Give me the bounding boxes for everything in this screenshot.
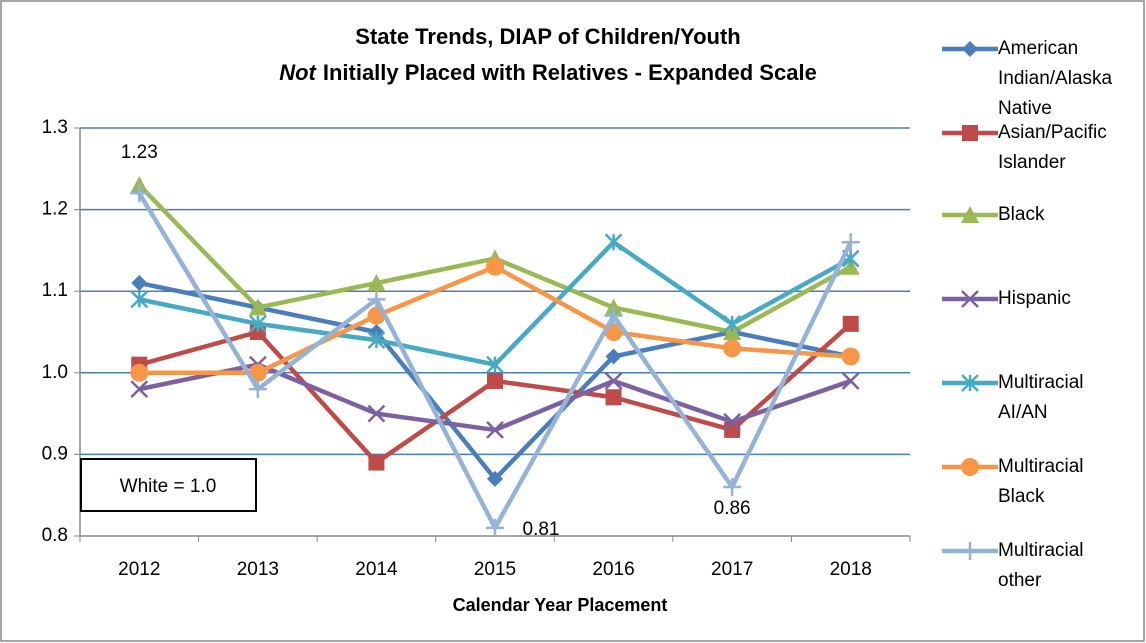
legend-entry: Multiracial Black: [942, 452, 1116, 512]
marker: [841, 233, 860, 252]
legend-swatch: [942, 290, 998, 308]
legend-swatch: [942, 542, 998, 560]
marker: [130, 184, 149, 203]
marker: [486, 257, 504, 276]
marker: [367, 404, 386, 423]
marker: [367, 331, 386, 350]
legend-entry: Multiracial other: [942, 536, 1116, 596]
marker: [604, 372, 623, 390]
annotation: White = 1.0: [120, 476, 217, 497]
legend-label: Black: [998, 204, 1045, 225]
marker: [248, 380, 267, 399]
y-tick-label: 1.2: [42, 199, 68, 220]
data-label: 0.86: [714, 498, 751, 519]
legend-label: Multiracial other: [998, 540, 1084, 591]
marker: [604, 233, 623, 252]
y-tick-label: 1.1: [42, 280, 68, 301]
x-tick-label: 2018: [830, 559, 872, 580]
marker: [368, 454, 385, 471]
legend-swatch: [942, 458, 998, 476]
y-tick-label: 1.0: [42, 362, 68, 383]
legend-entry: Black: [942, 200, 1116, 230]
marker: [131, 275, 148, 292]
marker: [962, 41, 978, 57]
x-tick-label: 2016: [592, 559, 634, 580]
legend-swatch: [942, 41, 998, 57]
data-label: 1.23: [121, 142, 158, 163]
marker: [605, 389, 622, 406]
marker: [961, 374, 979, 392]
marker: [723, 339, 742, 358]
legend-entry: Multiracial AI/AN: [942, 368, 1116, 428]
marker: [961, 206, 979, 223]
marker: [486, 518, 504, 537]
marker: [248, 298, 267, 316]
marker: [723, 314, 742, 333]
marker: [961, 542, 979, 560]
legend-swatch: [942, 374, 998, 392]
y-tick-label: 0.9: [42, 443, 68, 464]
annotation-box: [80, 458, 257, 512]
x-tick-label: 2012: [118, 559, 160, 580]
x-axis-label: Calendar Year Placement: [453, 595, 668, 615]
legend-label: Multiracial AI/AN: [998, 372, 1084, 423]
marker: [961, 458, 979, 476]
marker: [486, 421, 504, 439]
chart-title: State Trends, DIAP of Children/Youth: [355, 24, 740, 49]
marker: [487, 470, 503, 487]
marker: [487, 372, 503, 389]
y-tick-label: 0.8: [42, 525, 68, 546]
legend-swatch: [942, 206, 998, 223]
marker: [367, 290, 386, 309]
marker: [248, 314, 267, 333]
x-tick-label: 2017: [711, 559, 753, 580]
legend-label: American Indian/Alaska Native: [998, 38, 1113, 119]
marker: [724, 421, 741, 438]
subtitle-emphasis: Not: [279, 60, 317, 85]
marker: [962, 125, 978, 141]
y-tick-label: 1.3: [42, 117, 68, 138]
data-label: 0.81: [523, 519, 560, 540]
chart-subtitle: Not Initially Placed with Relatives - Exp…: [279, 60, 817, 85]
plot-area: [74, 127, 911, 542]
legend-entry: Hispanic: [942, 284, 1116, 314]
legend-label: Asian/Pacific Islander: [998, 122, 1107, 173]
x-tick-label: 2013: [237, 559, 279, 580]
marker: [961, 290, 979, 308]
marker: [842, 315, 859, 332]
marker: [723, 478, 742, 497]
marker: [605, 348, 622, 365]
legend-entry: American Indian/Alaska Native: [942, 34, 1116, 124]
marker: [130, 380, 149, 399]
legend-label: Hispanic: [998, 288, 1071, 309]
x-tick-label: 2014: [355, 559, 398, 580]
marker: [841, 347, 860, 366]
x-tick-label: 2015: [474, 559, 516, 580]
marker: [841, 372, 860, 390]
marker: [130, 363, 149, 382]
marker: [248, 363, 267, 382]
marker: [604, 306, 623, 325]
legend-entry: Asian/Pacific Islander: [942, 118, 1116, 178]
marker: [486, 355, 504, 374]
marker: [367, 274, 386, 292]
legend-swatch: [942, 125, 998, 141]
legend-label: Multiracial Black: [998, 456, 1084, 507]
marker: [130, 290, 149, 309]
marker: [723, 412, 742, 431]
subtitle-rest: Initially Placed with Relatives - Expand…: [323, 60, 817, 85]
